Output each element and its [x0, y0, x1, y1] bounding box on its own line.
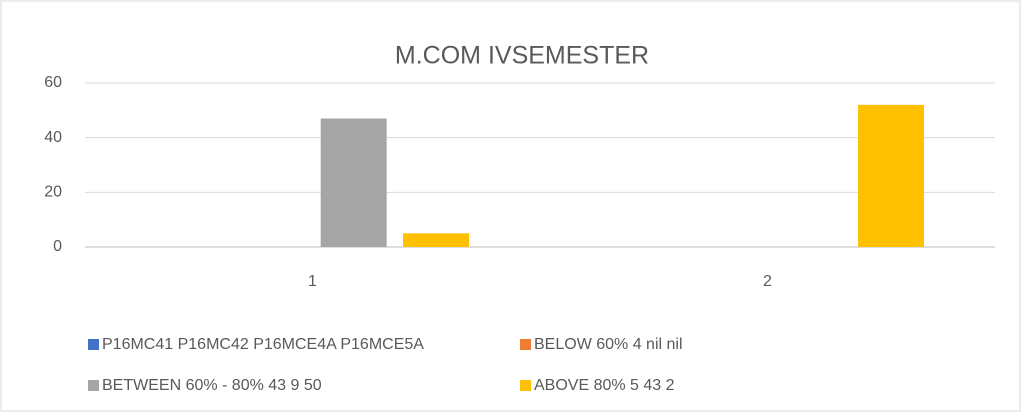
y-tick-label: 40: [44, 129, 62, 146]
chart-title: M.COM IVSEMESTER: [395, 42, 649, 70]
bar: [858, 104, 925, 247]
y-tick-label: 60: [44, 74, 62, 91]
legend-swatch: [520, 380, 531, 391]
legend-swatch: [88, 339, 99, 350]
legend-label: P16MC41 P16MC42 P16MCE4A P16MCE5A: [102, 336, 424, 353]
legend-label: BELOW 60% 4 nil nil: [534, 336, 683, 353]
bar: [403, 233, 470, 247]
x-tick-label: 1: [308, 273, 317, 290]
y-tick-label: 20: [44, 184, 62, 201]
legend-swatch: [520, 339, 531, 350]
x-tick-label: 2: [763, 273, 772, 290]
legend-swatch: [88, 380, 99, 391]
legend-label: BETWEEN 60% - 80% 43 9 50: [102, 377, 322, 394]
y-tick-label: 0: [53, 238, 62, 255]
bar: [320, 118, 387, 248]
legend-label: ABOVE 80% 5 43 2: [534, 377, 675, 394]
